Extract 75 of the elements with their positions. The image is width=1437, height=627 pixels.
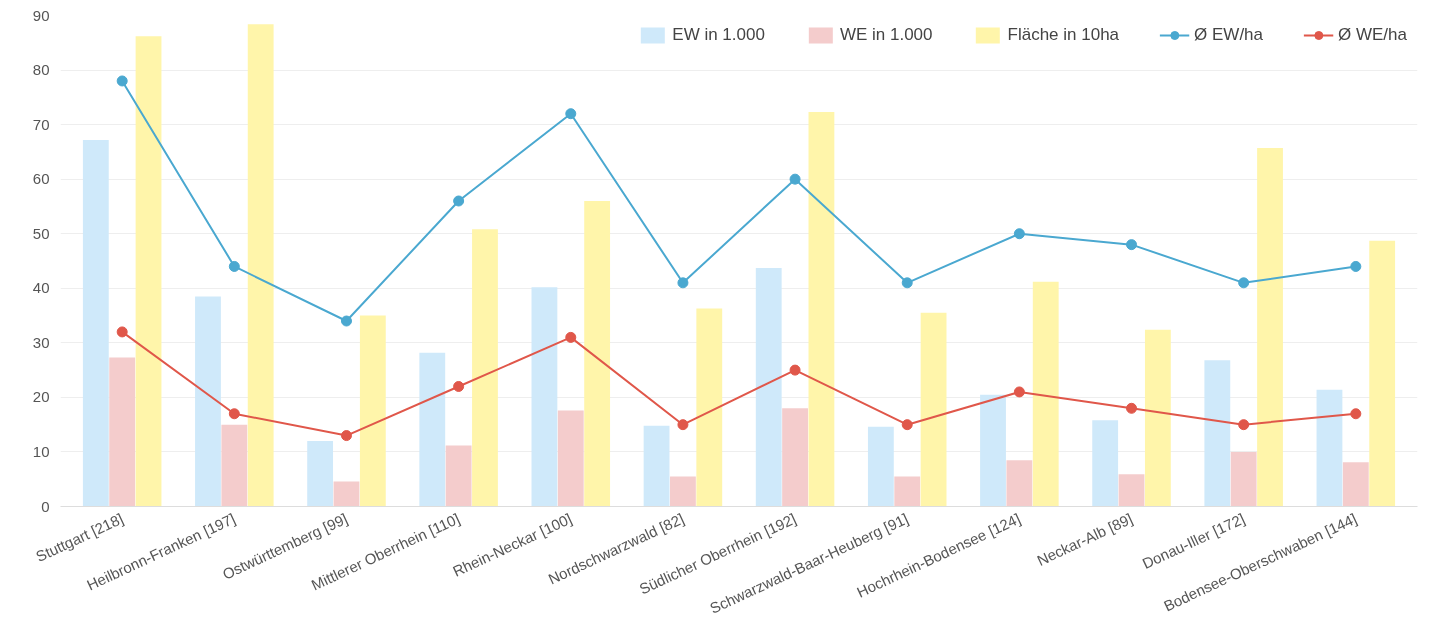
point: [1350, 408, 1362, 420]
bar: [696, 308, 723, 507]
point: [1013, 386, 1025, 398]
bar: [557, 410, 584, 507]
bar: [867, 426, 894, 507]
y-tick-label: 20: [32, 388, 50, 406]
bar: [670, 476, 696, 507]
bar: [1032, 281, 1059, 507]
point: [340, 430, 352, 442]
bar: [1118, 474, 1145, 507]
point: [453, 195, 465, 207]
bar: [1369, 240, 1396, 507]
point: [1013, 228, 1025, 240]
point: [1350, 260, 1362, 272]
point: [228, 260, 240, 272]
y-tick-label: 30: [32, 333, 50, 351]
point: [340, 315, 352, 327]
bar: [1316, 389, 1343, 507]
point: [1126, 402, 1138, 414]
point: [677, 419, 689, 431]
bar: [109, 357, 136, 507]
bar: [1204, 360, 1231, 507]
point: [789, 364, 801, 376]
point: [901, 277, 913, 289]
bar: [808, 112, 835, 507]
legend-label: Fläche in 10ha: [1007, 25, 1120, 45]
point: [1238, 277, 1250, 289]
bar: [1144, 329, 1171, 507]
bar: [359, 315, 386, 507]
y-tick-label: 10: [32, 442, 50, 460]
y-tick-label: 80: [32, 61, 50, 79]
bar: [333, 481, 360, 507]
bar: [782, 408, 808, 507]
point: [453, 380, 465, 392]
y-tick-label: 0: [41, 497, 50, 515]
point: [677, 277, 689, 289]
bar: [419, 352, 446, 507]
bar: [1342, 462, 1369, 507]
point: [789, 173, 801, 185]
bar: [920, 312, 947, 507]
bar: [584, 200, 611, 507]
point: [1238, 419, 1250, 431]
y-tick-label: 40: [32, 279, 50, 297]
bar: [221, 424, 248, 507]
bar: [1257, 148, 1283, 507]
legend-label: EW in 1.000: [672, 25, 765, 45]
bar: [472, 229, 498, 507]
point: [116, 75, 128, 87]
y-tick-label: 70: [32, 115, 50, 133]
bar: [1092, 420, 1119, 507]
point: [565, 331, 577, 343]
bar: [307, 441, 334, 507]
bar: [643, 425, 670, 507]
point: [1126, 239, 1138, 251]
bar: [135, 36, 162, 507]
legend-label: Ø EW/ha: [1194, 25, 1264, 45]
bar: [247, 24, 274, 507]
bar: [1006, 460, 1033, 507]
bar: [755, 268, 782, 507]
bar: [980, 394, 1006, 507]
bar: [195, 296, 221, 507]
y-tick-label: 90: [32, 6, 50, 24]
bar: [1230, 451, 1257, 507]
bar: [894, 476, 921, 507]
point: [565, 108, 577, 120]
point: [901, 419, 913, 431]
point: [116, 326, 128, 338]
bar: [531, 287, 558, 507]
y-tick-label: 50: [32, 224, 50, 242]
point: [228, 408, 240, 420]
bar: [82, 139, 109, 507]
legend-label: Ø WE/ha: [1338, 25, 1407, 45]
legend-label: WE in 1.000: [839, 25, 933, 45]
y-tick-label: 60: [32, 170, 50, 188]
bar: [445, 445, 472, 507]
